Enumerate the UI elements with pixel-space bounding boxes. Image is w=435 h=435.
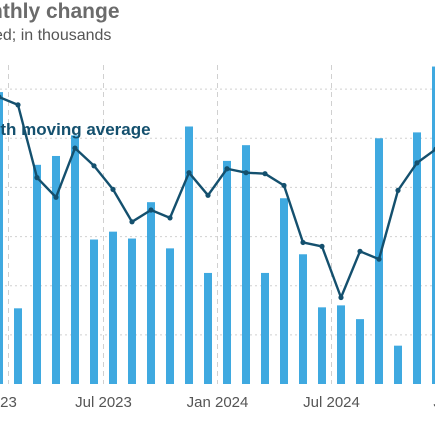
moving-average-point [91, 163, 97, 169]
bar [261, 272, 269, 384]
moving-average-point [243, 170, 249, 176]
moving-average-point [224, 166, 230, 172]
bar [128, 238, 136, 384]
moving-average-point [357, 248, 363, 254]
bar [52, 155, 60, 384]
moving-average-point [205, 192, 211, 198]
bar [280, 198, 288, 384]
moving-average-point [281, 182, 287, 189]
x-tick-label: 23 [0, 394, 17, 411]
bar [432, 66, 435, 384]
moving-average-point [376, 256, 382, 262]
bar [337, 305, 345, 384]
moving-average-point [262, 171, 268, 177]
moving-average-point [110, 186, 116, 192]
bar [14, 308, 22, 384]
bar [356, 319, 364, 384]
bar [204, 272, 212, 384]
moving-average-point [300, 239, 306, 246]
bar [147, 202, 155, 384]
bar [242, 145, 250, 384]
moving-average-point [186, 170, 192, 176]
bar [299, 254, 307, 384]
moving-average-point [167, 215, 173, 221]
x-tick-label: Jul 2024 [303, 394, 360, 411]
bar [90, 239, 98, 384]
bar [394, 345, 402, 384]
moving-average-series [0, 94, 435, 301]
x-tick-label: Jan [433, 394, 435, 411]
moving-average-point [15, 102, 21, 108]
bar [318, 307, 326, 384]
moving-average-point [34, 175, 40, 181]
moving-average-point [414, 160, 420, 166]
bar [223, 160, 231, 384]
chart-subtitle: ed; in thousands [0, 27, 112, 44]
bar [109, 231, 117, 384]
gridlines [0, 65, 435, 384]
bar-series [0, 66, 435, 385]
moving-average-point [148, 207, 154, 213]
moving-average-label: nth moving average [0, 120, 151, 139]
moving-average-point [53, 194, 59, 200]
bar [0, 92, 3, 384]
moving-average-point [319, 243, 325, 249]
moving-average-line [0, 96, 435, 299]
moving-average-point [0, 94, 2, 100]
moving-average-point [338, 294, 344, 301]
moving-average-point [72, 145, 78, 151]
bar [166, 248, 174, 384]
bar [71, 135, 79, 384]
moving-average-point [395, 187, 401, 193]
moving-average-point [129, 219, 135, 225]
x-axis-ticks: 23 Jul 2023 Jan 2024 Jul 2024 Jan [0, 394, 435, 411]
bar [33, 164, 41, 384]
x-tick-label: Jan 2024 [187, 394, 249, 411]
bar [413, 132, 421, 384]
bar [185, 126, 193, 385]
chart-title: nthly change [0, 0, 120, 23]
x-tick-label: Jul 2023 [75, 394, 132, 411]
